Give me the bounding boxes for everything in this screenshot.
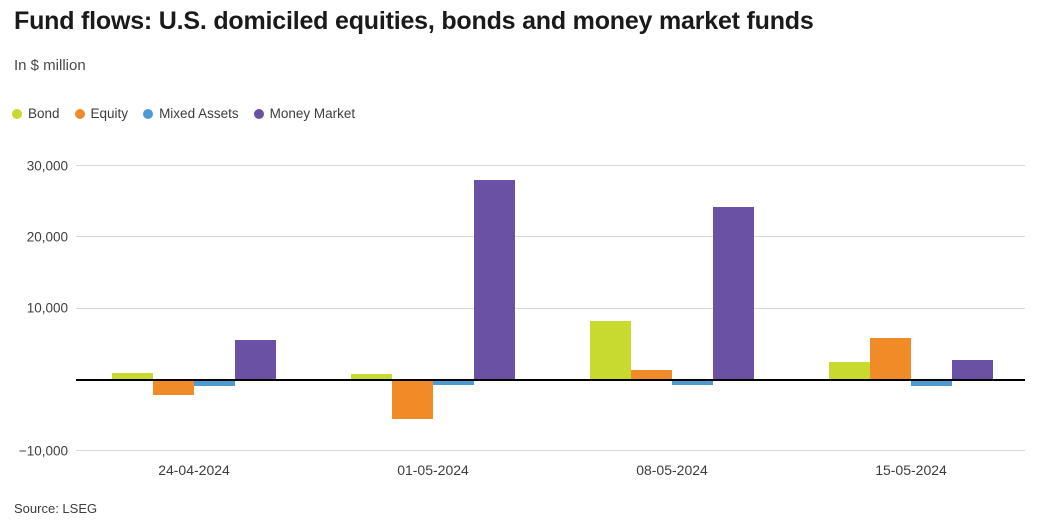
x-axis-tick-label: 08-05-2024 [636, 462, 708, 478]
legend-item-mixed-assets: Mixed Assets [143, 106, 239, 121]
bond-swatch-icon [12, 108, 22, 119]
y-axis-tick-label: 10,000 [26, 300, 68, 316]
source-note: Source: LSEG [14, 501, 98, 516]
bar-money-market-01-05-2024 [474, 180, 515, 379]
gridline-30000 [76, 165, 1025, 167]
y-axis-tick-label: 20,000 [26, 229, 68, 245]
y-axis-tick-label: −10,000 [18, 443, 68, 459]
bar-money-market-08-05-2024 [713, 207, 754, 379]
equity-swatch-icon [74, 108, 85, 119]
bar-bond-24-04-2024 [112, 372, 153, 379]
legend-item-bond: Bond [12, 106, 60, 121]
gridline-10000 [76, 307, 1025, 309]
bar-bond-08-05-2024 [590, 320, 631, 379]
chart-title: Fund flows: U.S. domiciled equities, bon… [14, 7, 814, 35]
chart-legend: Bond Equity Mixed Assets Money Market [12, 106, 355, 121]
bar-equity-08-05-2024 [631, 370, 672, 379]
x-axis-tick-label: 01-05-2024 [397, 462, 469, 478]
bar-bond-01-05-2024 [351, 373, 392, 379]
plot-area: 30,000 20,000 10,000 −10,000 24-04-2024 01-05… [0, 150, 1050, 495]
bar-bond-15-05-2024 [829, 361, 870, 379]
gridline-20000 [76, 236, 1025, 238]
x-axis-tick-label: 24-04-2024 [158, 462, 230, 478]
legend-item-money-market: Money Market [253, 106, 356, 121]
money-market-swatch-icon [253, 108, 264, 119]
bar-mixed-assets-08-05-2024 [672, 381, 713, 385]
legend-item-equity: Equity [74, 106, 129, 121]
chart-subtitle: In $ million [14, 57, 86, 74]
zero-baseline [76, 379, 1025, 381]
gridline--10000 [76, 450, 1025, 452]
bar-mixed-assets-15-05-2024 [911, 381, 952, 386]
legend-label-mixed-assets: Mixed Assets [159, 106, 239, 121]
legend-label-money-market: Money Market [269, 106, 356, 121]
y-axis-tick-label: 30,000 [26, 158, 68, 174]
bar-money-market-15-05-2024 [952, 359, 993, 379]
legend-label-equity: Equity [90, 106, 129, 121]
bar-equity-01-05-2024 [392, 381, 433, 419]
bar-mixed-assets-24-04-2024 [194, 381, 235, 387]
bar-money-market-24-04-2024 [235, 339, 276, 379]
bar-equity-15-05-2024 [870, 338, 911, 379]
bar-equity-24-04-2024 [153, 381, 194, 396]
x-axis-tick-label: 15-05-2024 [875, 462, 947, 478]
mixed-assets-swatch-icon [143, 108, 154, 119]
legend-label-bond: Bond [28, 106, 60, 121]
bar-mixed-assets-01-05-2024 [433, 381, 474, 385]
